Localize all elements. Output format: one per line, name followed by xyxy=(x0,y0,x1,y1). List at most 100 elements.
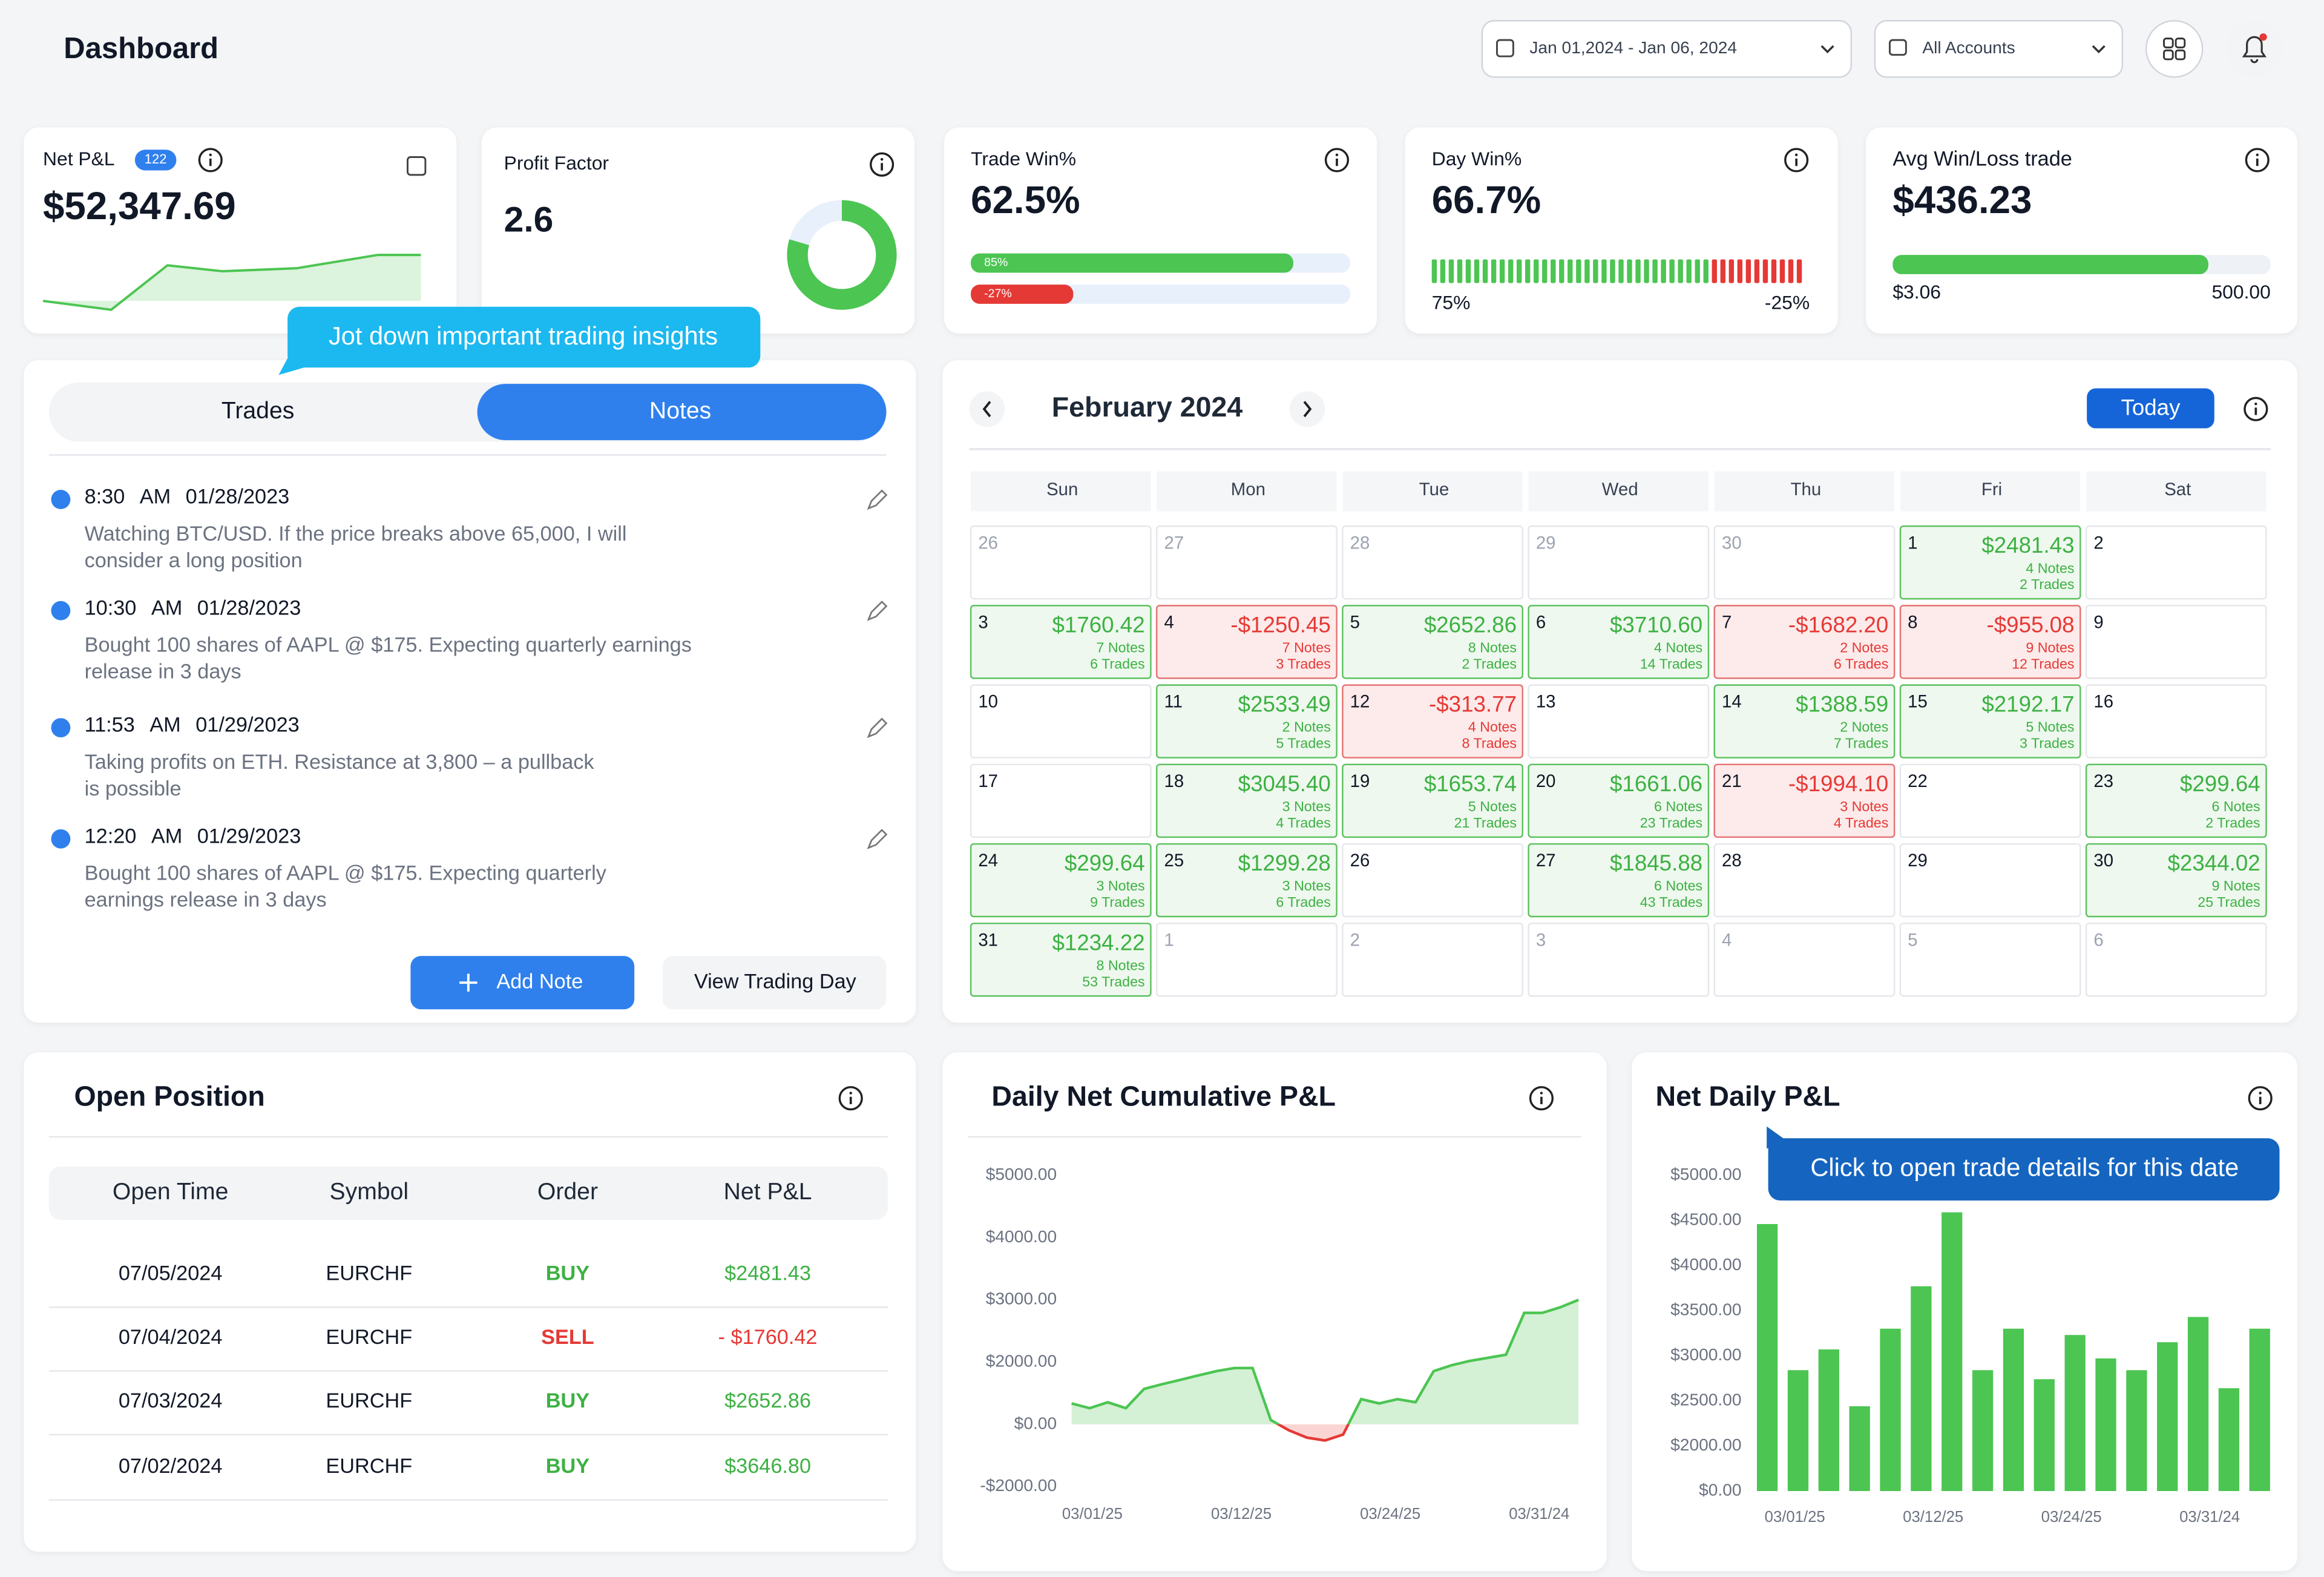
info-dot xyxy=(2256,153,2259,157)
bar[interactable] xyxy=(1972,1370,1994,1491)
bar[interactable] xyxy=(2187,1317,2209,1491)
day-cell[interactable] xyxy=(2085,525,2267,600)
info-icon[interactable] xyxy=(2245,148,2270,173)
bar[interactable] xyxy=(1849,1406,1870,1491)
day-cell[interactable] xyxy=(1342,605,1524,679)
info-icon[interactable] xyxy=(1784,148,1809,173)
day-cell[interactable] xyxy=(1342,525,1524,600)
next-month[interactable] xyxy=(1289,391,1325,427)
bar[interactable] xyxy=(1787,1370,1809,1491)
day-cell[interactable] xyxy=(1528,684,1710,759)
day-cell[interactable] xyxy=(970,684,1152,759)
weekday: Sat xyxy=(2164,479,2191,499)
info-icon[interactable] xyxy=(2244,397,2268,421)
day-pnl: $1760.42 xyxy=(1052,612,1144,637)
day-cell[interactable] xyxy=(1342,684,1524,759)
day-cell[interactable] xyxy=(1156,843,1338,918)
day-cell[interactable] xyxy=(1528,763,1710,838)
chevron-icon xyxy=(1820,45,1834,54)
y-tick-label: $3500.00 xyxy=(1670,1300,1741,1319)
day-notes: 3 Notes xyxy=(1840,798,1888,814)
day-cell[interactable] xyxy=(970,923,1152,997)
bar[interactable] xyxy=(2157,1342,2178,1491)
bar[interactable] xyxy=(2126,1370,2147,1491)
day-cell[interactable] xyxy=(1156,605,1338,679)
day-cell[interactable] xyxy=(1528,525,1710,600)
bar[interactable] xyxy=(2095,1358,2116,1491)
day-cell[interactable] xyxy=(2085,684,2267,759)
bar[interactable] xyxy=(1942,1212,1963,1491)
day-cell[interactable] xyxy=(1899,525,2081,600)
bar[interactable] xyxy=(1756,1223,1778,1491)
info-dot xyxy=(880,157,884,161)
day-cell[interactable] xyxy=(1899,684,2081,759)
add-note-button[interactable] xyxy=(410,956,635,1010)
day-cell[interactable] xyxy=(1156,763,1338,838)
day-pnl: -$1250.45 xyxy=(1230,612,1330,637)
bar[interactable] xyxy=(1818,1349,1839,1491)
day-cell[interactable] xyxy=(1713,923,1896,997)
day-cell[interactable] xyxy=(1899,605,2081,679)
day-cell[interactable] xyxy=(1156,525,1338,600)
bar[interactable] xyxy=(2249,1328,2270,1491)
day-cell[interactable] xyxy=(1899,923,2081,997)
account-dropdown[interactable] xyxy=(1874,20,2124,78)
day-number: 29 xyxy=(1536,533,1556,553)
info-icon[interactable] xyxy=(198,148,223,173)
day-cell[interactable] xyxy=(1899,843,2081,918)
day-cell[interactable] xyxy=(1528,923,1710,997)
info-icon[interactable] xyxy=(838,1086,863,1111)
bar[interactable] xyxy=(2064,1335,2086,1491)
prev-month[interactable] xyxy=(969,391,1005,427)
day-cell[interactable] xyxy=(2085,605,2267,679)
info-icon[interactable] xyxy=(1324,148,1350,173)
day-cell[interactable] xyxy=(970,605,1152,679)
bar[interactable] xyxy=(1880,1328,1901,1491)
day-cell[interactable] xyxy=(1342,843,1524,918)
edit-icon[interactable] xyxy=(867,601,888,621)
edit-icon[interactable] xyxy=(867,829,888,849)
info-icon[interactable] xyxy=(870,152,894,177)
tab[interactable]: Trades xyxy=(222,398,294,424)
today-button[interactable] xyxy=(2087,388,2214,429)
day-cell[interactable] xyxy=(1713,525,1896,600)
apps-button[interactable] xyxy=(2145,20,2204,78)
day-cell[interactable] xyxy=(1713,684,1896,759)
info-ring xyxy=(2248,1086,2273,1111)
info-icon[interactable] xyxy=(1529,1086,1554,1111)
day-cell[interactable] xyxy=(2085,843,2267,918)
info-icon[interactable] xyxy=(2248,1086,2273,1111)
stat-label: Avg Win/Loss trade xyxy=(1892,147,2072,170)
day-cell[interactable] xyxy=(970,763,1152,838)
note-text: earnings release in 3 days xyxy=(85,889,327,912)
day-cell[interactable] xyxy=(970,525,1152,600)
day-cell[interactable] xyxy=(1528,605,1710,679)
day-cell[interactable] xyxy=(1713,605,1896,679)
day-trades: 9 Trades xyxy=(1090,894,1144,910)
day-cell[interactable] xyxy=(1156,684,1338,759)
bar[interactable] xyxy=(1911,1286,1932,1491)
notification-button[interactable] xyxy=(2226,21,2283,77)
bar[interactable] xyxy=(2003,1328,2024,1491)
day-cell[interactable] xyxy=(2085,763,2267,838)
day-cell[interactable] xyxy=(970,843,1152,918)
button-label: Add Note xyxy=(496,970,583,993)
day-cell[interactable] xyxy=(1713,843,1896,918)
prev-arrow xyxy=(982,401,991,418)
bar[interactable] xyxy=(2218,1388,2240,1491)
edit-icon[interactable] xyxy=(867,717,888,739)
day-cell[interactable] xyxy=(2085,923,2267,997)
view-day-button[interactable] xyxy=(662,956,887,1010)
day-cell[interactable] xyxy=(1342,763,1524,838)
tab-selected[interactable] xyxy=(477,384,887,441)
day-cell[interactable] xyxy=(1713,763,1896,838)
day-cell[interactable] xyxy=(1899,763,2081,838)
day-cell[interactable] xyxy=(1342,923,1524,997)
weekday-cell xyxy=(1157,471,1337,512)
day-cell[interactable] xyxy=(1528,843,1710,918)
bar[interactable] xyxy=(2034,1379,2055,1491)
edit-icon[interactable] xyxy=(867,489,888,510)
date-range-dropdown[interactable] xyxy=(1481,20,1852,78)
tab[interactable]: Notes xyxy=(649,398,711,424)
day-cell[interactable] xyxy=(1156,923,1338,997)
